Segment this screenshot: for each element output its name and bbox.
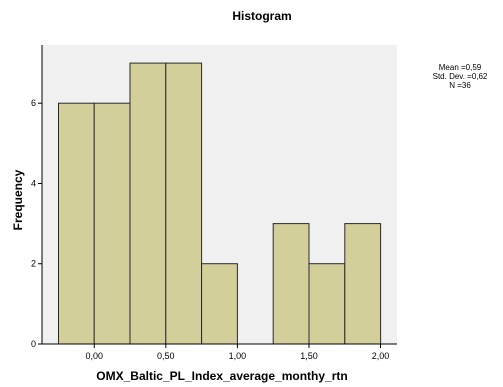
- y-axis-label: Frequency: [11, 169, 25, 230]
- stat-std-dev: Std. Dev. =0,62: [432, 72, 488, 81]
- histogram-bar-2: [129, 62, 167, 345]
- y-tick-label: 6: [31, 98, 36, 108]
- histogram-bar-0: [58, 102, 95, 345]
- histogram-bar-7: [308, 263, 346, 345]
- stat-mean: Mean =0,59: [438, 63, 482, 72]
- y-tick-label: 4: [31, 178, 36, 188]
- x-tick-label: 1,50: [300, 351, 318, 361]
- histogram-bar-3: [165, 62, 203, 345]
- statistics-legend: Mean =0,59 Std. Dev. =0,62 N =36: [420, 63, 500, 90]
- x-tick-label: 0,50: [157, 351, 175, 361]
- x-axis-label: OMX_Baltic_PL_Index_average_monthy_rtn: [96, 369, 347, 383]
- x-tick-label: 2,00: [372, 351, 390, 361]
- x-axis-ticks: 0,00 0,50 1,00 1,50 2,00: [85, 344, 389, 361]
- y-axis-ticks: 0 2 4 6: [31, 98, 42, 349]
- x-tick-label: 0,00: [85, 351, 103, 361]
- y-tick-label: 0: [31, 339, 36, 349]
- histogram-bar-4: [201, 263, 238, 345]
- histogram-bar-6: [272, 223, 310, 345]
- histogram-bar-8: [344, 223, 382, 345]
- histogram-bar-1: [93, 102, 131, 345]
- x-tick-label: 1,00: [229, 351, 247, 361]
- stat-n: N =36: [449, 81, 471, 90]
- y-tick-label: 2: [31, 259, 36, 269]
- bars-group: [58, 62, 382, 345]
- chart-title: Histogram: [232, 9, 291, 23]
